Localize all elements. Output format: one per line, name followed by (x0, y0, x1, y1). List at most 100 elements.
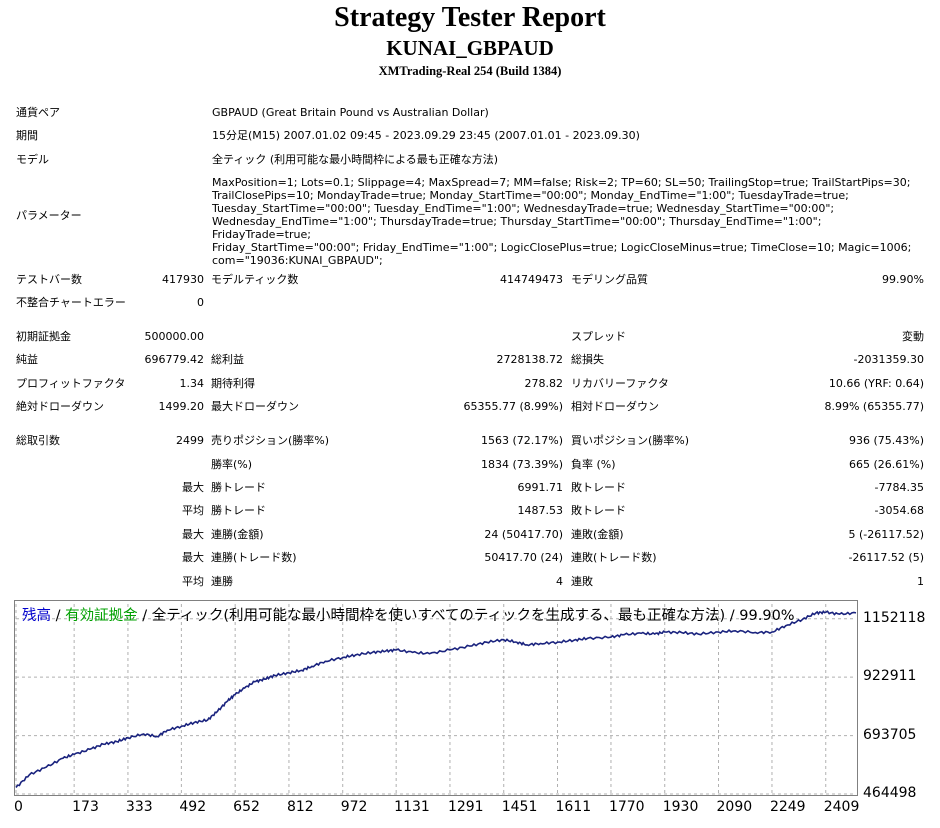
x-tick-label: 1611 (555, 799, 592, 815)
deposit-value: 500000.00 (144, 330, 205, 343)
x-tick-label: 173 (72, 799, 99, 815)
x-tick-label: 2409 (823, 799, 860, 815)
max-qualifier-3: 最大 (182, 551, 204, 564)
max-win-label: 勝トレード (211, 481, 266, 494)
loss-rate-label: 負率 (%) (571, 458, 616, 471)
symbol-label: 通貨ペア (16, 106, 60, 119)
spread-value: 変動 (902, 330, 924, 343)
net-value: 696779.42 (144, 353, 205, 366)
x-tick-label: 1930 (662, 799, 699, 815)
net-label: 純益 (16, 353, 38, 366)
max-win-value: 6991.71 (517, 481, 564, 494)
cons-wins-amt-value: 24 (50417.70) (484, 528, 563, 541)
pf-label: プロフィットファクタ (16, 377, 126, 390)
ticks-value: 414749473 (500, 273, 563, 286)
y-tick-label: 1152118 (863, 609, 926, 626)
chart-title-equity: 有効証拠金 (65, 608, 138, 624)
period-label: 期間 (16, 129, 38, 142)
server-info: XMTrading-Real 254 (Build 1384) (378, 64, 562, 78)
cons-wins-cnt-value: 50417.70 (24) (484, 551, 563, 564)
gross-loss-value: -2031359.30 (853, 353, 924, 366)
chart-title-sep: / (51, 608, 66, 624)
max-loss-label: 敗トレード (571, 481, 626, 494)
rel-dd-value: 8.99% (65355.77) (824, 400, 924, 413)
avg-cons-loss-value: 1 (917, 575, 924, 588)
long-label: 買いポジション(勝率%) (571, 434, 690, 447)
x-tick-label: 2090 (716, 799, 753, 815)
x-tick-label: 1131 (394, 799, 430, 815)
short-label: 売りポジション(勝率%) (211, 434, 330, 447)
model-value: 全ティック (利用可能な最小時間枠による最も正確な方法) (212, 153, 499, 166)
max-qualifier-2: 最大 (182, 528, 204, 541)
x-tick-label: 812 (286, 799, 314, 815)
x-tick-label: 2249 (769, 799, 806, 815)
chart-title-balance: 残高 (22, 608, 51, 624)
report-title: Strategy Tester Report (334, 2, 606, 33)
bars-value: 417930 (162, 273, 204, 286)
y-tick-label: 693705 (863, 726, 917, 743)
max-dd-label: 最大ドローダウン (211, 400, 299, 413)
avg-qualifier-1: 平均 (182, 504, 204, 517)
cons-loss-cnt-label: 連敗(トレード数) (571, 551, 657, 564)
max-loss-value: -7784.35 (874, 481, 924, 494)
trades-value: 2499 (176, 434, 204, 447)
bars-label: テストバー数 (16, 273, 82, 286)
x-tick-label: 0 (14, 799, 23, 815)
spread-label: スプレッド (571, 330, 626, 343)
avg-cons-loss-label: 連敗 (571, 575, 593, 588)
x-tick-label: 333 (125, 799, 153, 815)
gross-profit-value: 2728138.72 (496, 353, 563, 366)
y-tick-label: 922911 (863, 668, 917, 685)
cons-loss-amt-label: 連敗(金額) (571, 528, 624, 541)
cons-wins-cnt-label: 連勝(トレード数) (211, 551, 297, 564)
avg-loss-value: -3054.68 (874, 504, 924, 517)
max-qualifier-1: 最大 (182, 481, 204, 494)
trades-label: 総取引数 (16, 434, 60, 447)
chart-title: 残高 / 有効証拠金 / 全ティック(利用可能な最小時間枠を使いすべてのティック… (22, 604, 795, 625)
symbol-value: GBPAUD (Great Britain Pound vs Australia… (212, 106, 489, 119)
win-rate-label: 勝率(%) (211, 458, 253, 471)
errors-value: 0 (197, 296, 204, 309)
x-tick-label: 972 (340, 799, 368, 815)
rel-dd-label: 相対ドローダウン (571, 400, 659, 413)
max-dd-value: 65355.77 (8.99%) (463, 400, 563, 413)
avg-win-value: 1487.53 (517, 504, 564, 517)
balance-line (15, 609, 857, 788)
cons-loss-amt-value: 5 (-26117.52) (848, 528, 924, 541)
abs-dd-label: 絶対ドローダウン (16, 400, 104, 413)
x-tick-label: 652 (233, 799, 260, 815)
x-tick-label: 1770 (608, 799, 645, 815)
cons-loss-cnt-value: -26117.52 (5) (848, 551, 924, 564)
params-label: パラメーター (16, 209, 82, 222)
recovery-value: 10.66 (YRF: 0.64) (828, 377, 924, 390)
win-rate-value: 1834 (73.39%) (480, 458, 563, 471)
recovery-label: リカバリーファクタ (571, 377, 669, 390)
quality-label: モデリング品質 (571, 273, 648, 286)
expected-value: 278.82 (524, 377, 564, 390)
x-tick-label: 1451 (501, 799, 538, 815)
abs-dd-value: 1499.20 (158, 400, 205, 413)
loss-rate-value: 665 (26.61%) (848, 458, 924, 471)
avg-cons-wins-label: 連勝 (211, 575, 233, 588)
gross-profit-label: 総利益 (211, 353, 244, 366)
chart-title-rest: / 全ティック(利用可能な最小時間枠を使いすべてのティックを生成する、最も正確な… (137, 608, 795, 624)
avg-qualifier-2: 平均 (182, 575, 204, 588)
short-value: 1563 (72.17%) (480, 434, 563, 447)
avg-win-label: 勝トレード (211, 504, 266, 517)
cons-wins-amt-label: 連勝(金額) (211, 528, 264, 541)
pf-value: 1.34 (179, 377, 205, 390)
long-value: 936 (75.43%) (848, 434, 924, 447)
expected-label: 期待利得 (211, 377, 255, 390)
avg-loss-label: 敗トレード (571, 504, 626, 517)
ea-name: KUNAI_GBPAUD (386, 36, 554, 60)
y-tick-label: 464498 (863, 785, 917, 801)
quality-value: 99.90% (882, 273, 924, 286)
errors-label: 不整合チャートエラー (16, 296, 126, 309)
params-value: MaxPosition=1; Lots=0.1; Slippage=4; Max… (212, 176, 912, 267)
avg-cons-wins-value: 4 (556, 575, 563, 588)
deposit-label: 初期証拠金 (16, 330, 71, 343)
x-tick-label: 1291 (447, 799, 484, 815)
x-tick-label: 492 (179, 799, 207, 815)
period-value: 15分足(M15) 2007.01.02 09:45 - 2023.09.29 … (212, 129, 640, 142)
